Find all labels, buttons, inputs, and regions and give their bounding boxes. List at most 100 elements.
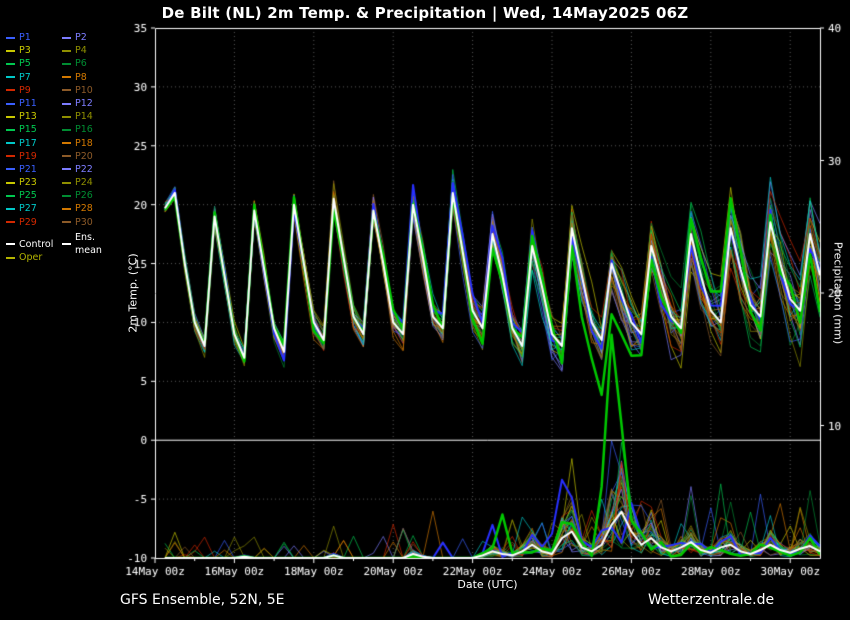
y-axis-label-temp: 2m Temp. (°C) bbox=[127, 253, 140, 332]
chart-title: De Bilt (NL) 2m Temp. & Precipitation | … bbox=[0, 4, 850, 22]
legend-item-p26: P26 bbox=[62, 189, 118, 202]
legend-line-sample bbox=[6, 142, 15, 144]
legend-item-p25: P25 bbox=[6, 189, 62, 202]
legend-item-p21: P21 bbox=[6, 163, 62, 176]
legend-line-sample bbox=[6, 116, 15, 118]
legend-item-p27: P27 bbox=[6, 202, 62, 215]
legend-label: P11 bbox=[19, 97, 37, 110]
legend-line-sample bbox=[6, 243, 15, 245]
legend-label: P2 bbox=[75, 31, 87, 44]
legend-line-sample bbox=[62, 129, 71, 131]
model-caption: GFS Ensemble, 52N, 5E bbox=[120, 592, 285, 608]
legend-item-p23: P23 bbox=[6, 176, 62, 189]
x-axis-label: Date (UTC) bbox=[155, 578, 820, 591]
legend-label: P28 bbox=[75, 202, 93, 215]
legend-item-p28: P28 bbox=[62, 202, 118, 215]
legend-line-sample bbox=[62, 168, 71, 170]
legend-label: P1 bbox=[19, 31, 31, 44]
legend-label: P17 bbox=[19, 137, 37, 150]
legend-line-sample bbox=[6, 257, 15, 259]
legend-line-sample bbox=[6, 89, 15, 91]
legend-item-p7: P7 bbox=[6, 71, 62, 84]
legend-item-p15: P15 bbox=[6, 123, 62, 136]
legend-line-sample bbox=[62, 76, 71, 78]
legend-line-sample bbox=[6, 155, 15, 157]
legend-line-sample bbox=[6, 50, 15, 52]
legend-item-p8: P8 bbox=[62, 71, 118, 84]
legend-item-p17: P17 bbox=[6, 137, 62, 150]
legend-label: P30 bbox=[75, 216, 93, 229]
legend-item-p19: P19 bbox=[6, 150, 62, 163]
legend-label: P10 bbox=[75, 84, 93, 97]
legend-label: P25 bbox=[19, 189, 37, 202]
legend-line-sample bbox=[62, 103, 71, 105]
legend-item-p18: P18 bbox=[62, 137, 118, 150]
legend-line-sample bbox=[6, 63, 15, 65]
legend-item-p30: P30 bbox=[62, 216, 118, 229]
legend-label: P12 bbox=[75, 97, 93, 110]
legend-label: P18 bbox=[75, 137, 93, 150]
legend-line-sample bbox=[6, 221, 15, 223]
legend-item-p9: P9 bbox=[6, 84, 62, 97]
legend-item-p12: P12 bbox=[62, 97, 118, 110]
legend-item-p20: P20 bbox=[62, 150, 118, 163]
legend-line-sample bbox=[6, 129, 15, 131]
legend-line-sample bbox=[6, 168, 15, 170]
legend-label: P13 bbox=[19, 110, 37, 123]
legend-line-sample bbox=[6, 76, 15, 78]
legend-label: P21 bbox=[19, 163, 37, 176]
legend-line-sample bbox=[62, 63, 71, 65]
legend-item-p10: P10 bbox=[62, 84, 118, 97]
legend-label: P15 bbox=[19, 123, 37, 136]
legend-line-sample bbox=[6, 195, 15, 197]
legend-item-p14: P14 bbox=[62, 110, 118, 123]
legend-line-sample bbox=[62, 116, 71, 118]
site-credit: Wetterzentrale.de bbox=[648, 592, 774, 608]
legend-item-p2: P2 bbox=[62, 31, 118, 44]
legend-label: P26 bbox=[75, 189, 93, 202]
meteogram-page: De Bilt (NL) 2m Temp. & Precipitation | … bbox=[0, 0, 850, 620]
legend-line-sample bbox=[6, 208, 15, 210]
legend-item-control: Control bbox=[6, 238, 62, 251]
legend-item-p6: P6 bbox=[62, 57, 118, 70]
legend-label: P5 bbox=[19, 57, 31, 70]
legend-line-sample bbox=[62, 155, 71, 157]
legend-label: Oper bbox=[19, 251, 42, 264]
legend-label: P7 bbox=[19, 71, 31, 84]
legend-item-p3: P3 bbox=[6, 44, 62, 57]
legend-line-sample bbox=[62, 50, 71, 52]
legend-label: P20 bbox=[75, 150, 93, 163]
legend-line-sample bbox=[62, 182, 71, 184]
legend-line-sample bbox=[62, 37, 71, 39]
legend-label: P6 bbox=[75, 57, 87, 70]
legend-item-p16: P16 bbox=[62, 123, 118, 136]
legend-item-p5: P5 bbox=[6, 57, 62, 70]
legend-item-p24: P24 bbox=[62, 176, 118, 189]
legend-item-p22: P22 bbox=[62, 163, 118, 176]
y-axis-label-precip: Precipitation (mm) bbox=[832, 242, 845, 344]
legend-item-p4: P4 bbox=[62, 44, 118, 57]
legend-label: P27 bbox=[19, 202, 37, 215]
legend-label: P16 bbox=[75, 123, 93, 136]
legend-label: P23 bbox=[19, 176, 37, 189]
legend-line-sample bbox=[6, 182, 15, 184]
legend-line-sample bbox=[62, 221, 71, 223]
legend-label: Ens. mean bbox=[75, 231, 118, 257]
legend-label: P8 bbox=[75, 71, 87, 84]
legend-label: Control bbox=[19, 238, 53, 251]
legend-item-p1: P1 bbox=[6, 31, 62, 44]
legend-label: P9 bbox=[19, 84, 31, 97]
legend-label: P14 bbox=[75, 110, 93, 123]
legend-label: P24 bbox=[75, 176, 93, 189]
legend-line-sample bbox=[62, 142, 71, 144]
legend-item-p13: P13 bbox=[6, 110, 62, 123]
legend-line-sample bbox=[62, 89, 71, 91]
ensemble-legend: P1P2P3P4P5P6P7P8P9P10P11P12P13P14P15P16P… bbox=[6, 31, 118, 264]
legend-item-p11: P11 bbox=[6, 97, 62, 110]
legend-item-p29: P29 bbox=[6, 216, 62, 229]
legend-line-sample bbox=[62, 195, 71, 197]
legend-line-sample bbox=[6, 103, 15, 105]
legend-line-sample bbox=[6, 37, 15, 39]
legend-label: P29 bbox=[19, 216, 37, 229]
legend-label: P3 bbox=[19, 44, 31, 57]
